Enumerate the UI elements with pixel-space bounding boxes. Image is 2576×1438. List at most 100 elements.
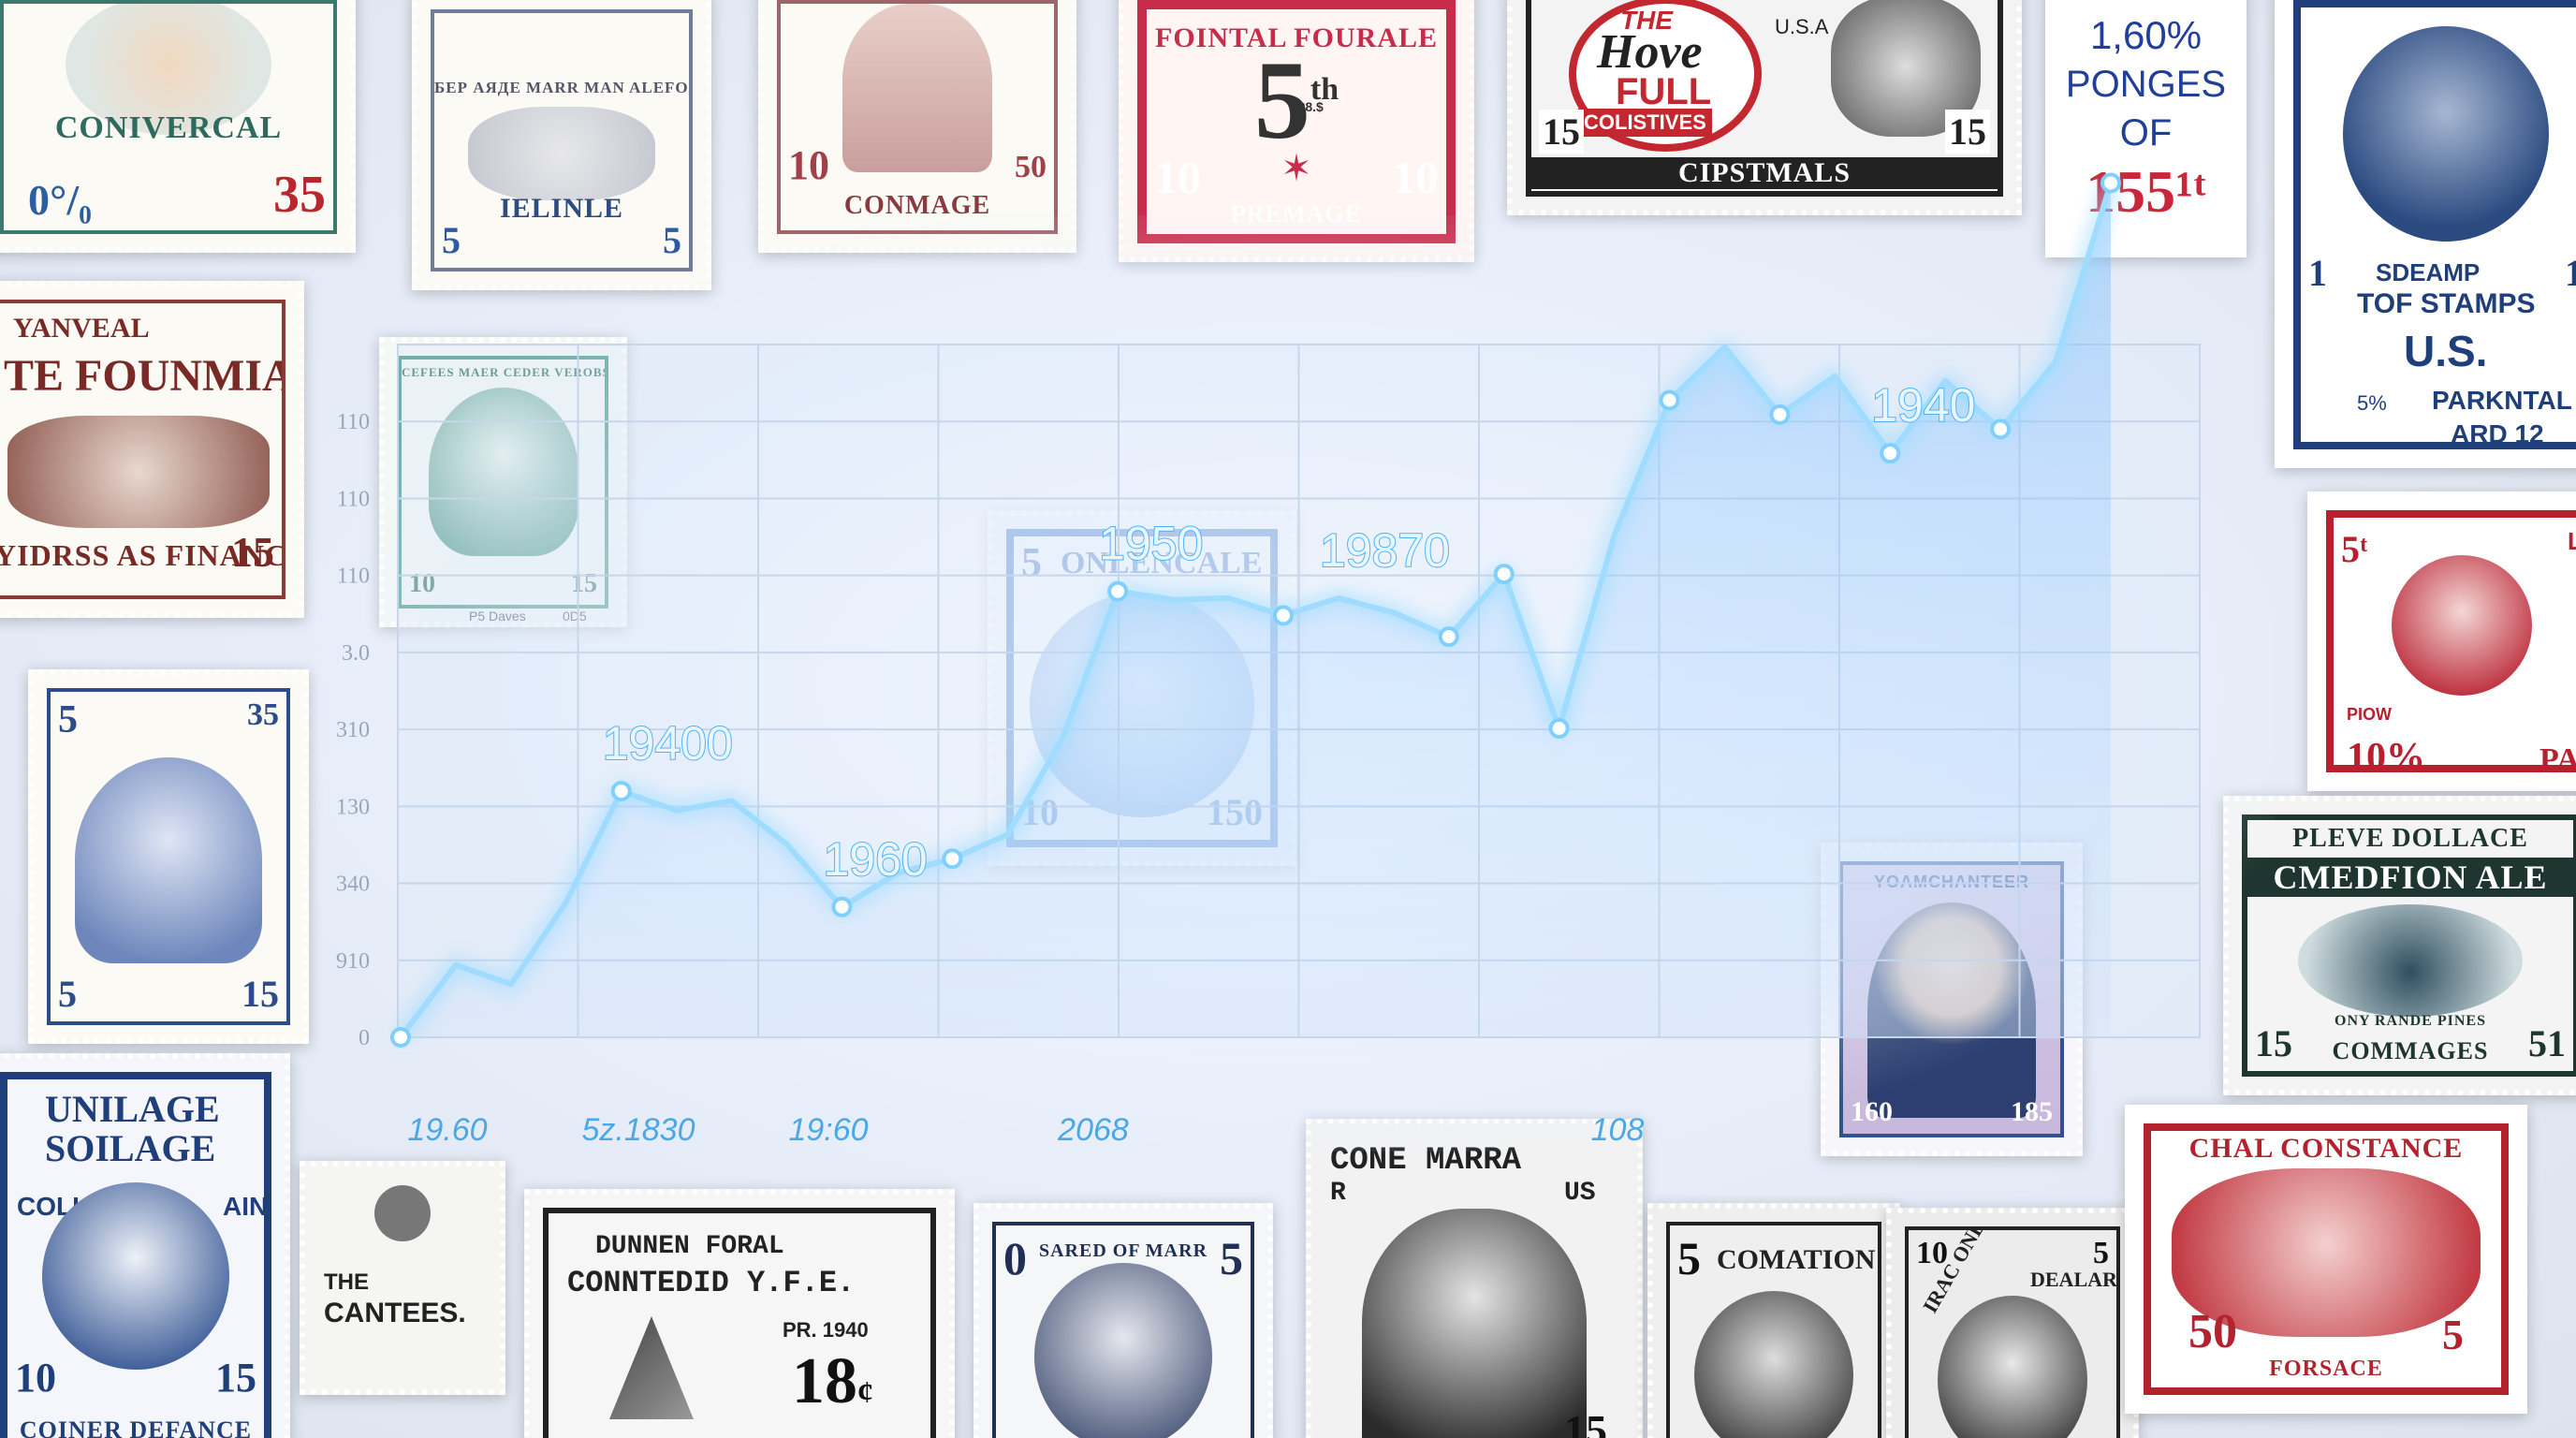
stamp-soilage-denom-left: 10 (15, 1355, 56, 1401)
cherub-figures-icon (468, 107, 655, 200)
stamp-dunnen-unit: ¢ (857, 1375, 873, 1410)
point-label: 19870 (1320, 524, 1450, 577)
point-label: 1950 (1099, 518, 1203, 570)
data-point-marker (1990, 418, 2012, 440)
stamp-dealar-denom-tl: 10 (1916, 1236, 1948, 1270)
stamp-cantees-line1: THE (324, 1269, 369, 1295)
stamp-soilage-top2: SOILAGE (45, 1127, 216, 1169)
stamp-dealar: 10 5 DEALAR IRAC OND (1886, 1208, 2139, 1438)
y-tick-label: 3.0 (342, 641, 370, 666)
stamp-soilage-right: AINE (223, 1192, 269, 1221)
data-point-marker (1659, 389, 1680, 411)
reclining-figure-icon (66, 4, 271, 135)
stamp-steamp-us: U.S. (2404, 327, 2488, 375)
stamp-red-right-piow: PIOW (2347, 705, 2392, 724)
data-point-marker (1493, 564, 1515, 585)
stamp-dunnen-line1: DUNNEN FORAL (595, 1232, 784, 1261)
point-label: 19400 (603, 717, 733, 770)
series-line (398, 182, 2114, 1039)
stamp-pleve-top: PLEVE DOLLACE (2292, 824, 2528, 853)
stamp-cantees: THE CANTEES. (300, 1161, 505, 1395)
data-markers (390, 172, 2121, 1048)
x-tick-label: 2068 (1057, 1112, 1129, 1148)
data-point-marker (390, 1027, 411, 1048)
y-tick-label: 910 (336, 949, 370, 974)
stamp-blue-hat-denom-tl: 5 (58, 698, 78, 741)
stamp-conivercal-denom-left: 0°/₀ (28, 176, 92, 224)
stamp-chal-denom-left: 50 (2188, 1305, 2237, 1358)
data-point-marker (1880, 443, 1901, 464)
stamp-soilage-denom-right: 15 (215, 1355, 256, 1401)
y-tick-label: 110 (337, 487, 370, 511)
stamp-steamp-pct: 5% (2357, 391, 2387, 415)
stamp-founmials-top1: YANVEAL (13, 313, 150, 344)
corner-stat-line1: 1,60% (2089, 13, 2203, 57)
cathedral-scene-icon (2298, 904, 2523, 1017)
data-point-marker (1548, 718, 1570, 740)
stamp-hove-corner: U.S.A (1775, 15, 1829, 38)
point-label: 1940 (1871, 379, 1975, 432)
stamp-cone-marra-r: R (1330, 1179, 1346, 1208)
y-axis-ticks: 0 910 340 130 310 3.0 110 110 110 (336, 410, 370, 1050)
stamp-conmage-denom-right: 50 (1015, 150, 1046, 184)
point-labels: 19400 1960 1950 19870 1940 (602, 378, 1977, 887)
stamp-cone-marra-denom: 15 (1564, 1406, 1607, 1438)
stamp-5th-denom-left: 10 (1154, 151, 1201, 203)
stamp-marm-title: БЕР АЯДЕ MARR MAN ALEFOX (434, 79, 693, 96)
stamp-5th-denom-right: 10 (1392, 151, 1439, 203)
data-point-marker (1107, 580, 1129, 602)
stamp-dealar-denom-tr: 5 (2093, 1236, 2109, 1270)
colonial-portrait-icon (42, 1182, 229, 1370)
stamp-conmage: CONMAGE 10 50 (758, 0, 1076, 253)
data-point-marker (1438, 626, 1459, 648)
stamp-pleve-title: CMEDFION ALE (2247, 858, 2573, 897)
stamp-founmials-label: YIDRSS AS FINANCS (0, 538, 285, 572)
stamp-5th-suffix: th (1310, 72, 1339, 107)
x-axis-ticks: 19.60 5z.1830 19:60 2068 108 (407, 1112, 1644, 1148)
stamp-pleve-denom-right: 51 (2528, 1022, 2566, 1064)
stamp-steamp-line2: TOF STAMPS (2357, 288, 2536, 319)
victorian-gentleman-icon (1362, 1209, 1587, 1438)
stamp-5th-small: P8.$ (1296, 99, 1324, 114)
stamp-soilage-label: COINER DEFANCE (19, 1416, 253, 1438)
landscape-scene-icon (7, 416, 270, 528)
stamp-sared-denom-tl: 0 (1003, 1232, 1027, 1284)
stamp-dealar-title: DEALAR (2030, 1268, 2117, 1291)
bearded-man-icon (1938, 1296, 2087, 1438)
x-tick-label: 19.60 (407, 1112, 487, 1148)
stamp-red-right-lh: LH (2568, 527, 2576, 556)
stamp-steamp-denom-right: 1 (2565, 251, 2576, 295)
stamp-conmage-denom-left: 10 (788, 142, 829, 188)
stamp-conivercal: CONIVERCAL 0°/₀ 35 (0, 0, 356, 253)
stamp-comation-title: COMATION (1717, 1244, 1876, 1275)
two-profiles-icon (2172, 1168, 2481, 1337)
data-point-marker (1272, 605, 1294, 626)
stamp-blue-hat: 5 35 5 15 (28, 669, 309, 1044)
stamp-red-right-denom: 5ᵗ (2341, 528, 2368, 570)
stamp-steamp-ard: ARD 12 (2451, 419, 2544, 448)
wigged-portrait-icon (1034, 1263, 1212, 1438)
stamp-hove-line2: Hove (1597, 25, 1703, 79)
stamp-red-right-pct: 10% (2347, 736, 2425, 772)
stamp-5th-digit: 5 (1253, 37, 1310, 162)
y-tick-label: 340 (336, 873, 370, 897)
stamp-steamp-denom-left: 1 (2308, 252, 2327, 294)
stamp-5th-title: FOINTAL FOURALE (1155, 22, 1438, 53)
stamp-blue-hat-denom-right: 15 (242, 973, 279, 1015)
stamp-dunnen-pr: PR. 1940 (783, 1318, 869, 1342)
stamp-blue-hat-denom-left: 5 (58, 973, 77, 1015)
corner-stat-line2: PONGES (2065, 64, 2227, 105)
y-tick-label: 310 (336, 718, 370, 742)
queen-portrait-icon (1694, 1291, 1853, 1438)
stamp-sared: SARED OF MARR 0 5 (973, 1203, 1273, 1438)
stamp-founmials: YANVEAL TE FOUNMIALS YIDRSS AS FINANCS 1… (0, 281, 304, 618)
eagle-emblem-icon (374, 1185, 431, 1241)
y-tick-label: 110 (337, 410, 370, 434)
stamp-conivercal-label: CONIVERCAL (54, 110, 283, 145)
stamp-pleve-sub: ONY RANDE PINES (2334, 1013, 2486, 1029)
stamp-chal-label: FORSACE (2269, 1357, 2383, 1381)
stamp-cone-marra: CONE MARRA R US 15 (1306, 1119, 1643, 1438)
man-in-hat-icon (75, 757, 262, 963)
